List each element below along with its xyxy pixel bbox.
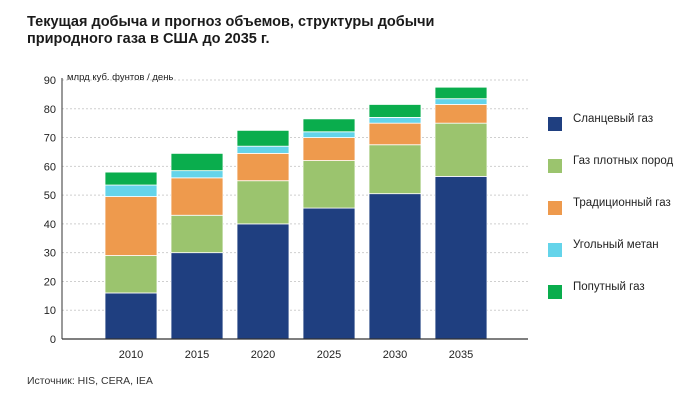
y-tick-label: 90 xyxy=(44,75,56,87)
bar-segment xyxy=(302,160,356,209)
bar-segment xyxy=(170,214,224,254)
bar-segment xyxy=(170,177,224,216)
x-tick-label: 2035 xyxy=(449,349,473,361)
bar-segment xyxy=(368,122,422,146)
bar-segment xyxy=(170,170,224,179)
x-tick-label: 2025 xyxy=(317,349,341,361)
bar-segment xyxy=(368,193,422,340)
bar-segment xyxy=(302,137,356,161)
y-tick-label: 10 xyxy=(44,305,56,317)
bar-segment xyxy=(104,171,158,186)
legend-swatch xyxy=(548,159,562,173)
bar-segment xyxy=(434,176,488,340)
bar-segment xyxy=(434,104,488,124)
y-tick-label: 60 xyxy=(44,161,56,173)
y-tick-label: 30 xyxy=(44,248,56,260)
bar-segment xyxy=(104,255,158,294)
x-tick-label: 2020 xyxy=(251,349,275,361)
bar-segment xyxy=(104,292,158,340)
x-tick-label: 2030 xyxy=(383,349,407,361)
bar-segment xyxy=(236,180,290,225)
y-tick-label: 80 xyxy=(44,104,56,116)
bar-segment xyxy=(434,98,488,105)
y-tick-label: 0 xyxy=(50,334,56,346)
legend-swatch xyxy=(548,243,562,257)
bar-segment xyxy=(368,117,422,124)
x-tick-label: 2015 xyxy=(185,349,209,361)
bar-segment xyxy=(302,118,356,133)
y-tick-label: 70 xyxy=(44,133,56,145)
bar-segment xyxy=(434,122,488,177)
y-axis-unit-label: млрд куб. фунтов / день xyxy=(67,72,174,83)
source-note: Источник: HIS, CERA, IEA xyxy=(27,375,153,387)
y-tick-label: 20 xyxy=(44,276,56,288)
bar-segment xyxy=(236,152,290,182)
bar-segment xyxy=(104,196,158,256)
x-tick-label: 2010 xyxy=(119,349,143,361)
bar-segment xyxy=(236,129,290,147)
bar-segment xyxy=(170,152,224,172)
legend-label: Традиционный газ xyxy=(573,197,671,209)
legend-swatch xyxy=(548,117,562,131)
chart-title: Текущая добыча и прогноз объемов, структ… xyxy=(27,14,435,47)
legend-label: Сланцевый газ xyxy=(573,113,654,125)
bar-segment xyxy=(170,252,224,340)
bar-segment xyxy=(368,144,422,195)
bar-segment xyxy=(236,223,290,340)
y-tick-label: 40 xyxy=(44,219,56,231)
bar-segment xyxy=(104,184,158,197)
legend-swatch xyxy=(548,201,562,215)
legend-label: Угольный метан xyxy=(573,239,659,251)
bar-segment xyxy=(236,145,290,154)
y-tick-label: 50 xyxy=(44,190,56,202)
legend-swatch xyxy=(548,285,562,299)
legend-label: Попутный газ xyxy=(573,281,645,293)
bar-segment xyxy=(434,86,488,100)
bar-segment xyxy=(368,104,422,118)
bar-segment xyxy=(302,207,356,340)
bar-segment xyxy=(302,131,356,138)
legend-label: Газ плотных пород xyxy=(573,155,674,167)
